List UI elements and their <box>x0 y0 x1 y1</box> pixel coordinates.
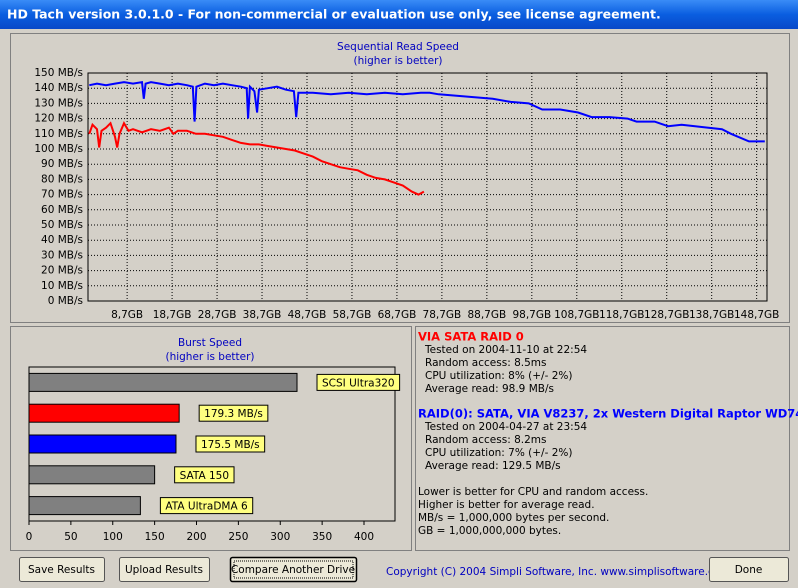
bar <box>28 403 180 423</box>
bar-label: 179.3 MB/s <box>204 408 263 420</box>
x-tick-label: 138,7GB <box>689 309 734 321</box>
y-tick-label: 0 MB/s <box>48 295 83 307</box>
x-tick-label: 68,7GB <box>378 309 417 321</box>
button-label[interactable]: Done <box>735 564 763 576</box>
button-label[interactable]: Compare Another Drive <box>231 564 355 576</box>
drive-name: RAID(0): SATA, VIA V8237, 2x Western Dig… <box>418 407 798 421</box>
series-line <box>88 120 425 196</box>
bar <box>28 372 298 392</box>
bar-label: SCSI Ultra320 <box>322 377 395 389</box>
x-tick-label: 200 <box>186 531 206 543</box>
test-detail: CPU utilization: 8% (+/- 2%) <box>425 370 572 382</box>
x-tick-label: 48,7GB <box>288 309 327 321</box>
bar-label-box <box>195 435 266 453</box>
y-tick-label: 30 MB/s <box>41 249 83 261</box>
test-detail: Average read: 98.9 MB/s <box>425 383 554 395</box>
series-line <box>89 80 765 143</box>
x-tick-label: 88,7GB <box>467 309 506 321</box>
test-detail: Random access: 8.5ms <box>425 357 546 369</box>
button[interactable] <box>19 557 105 582</box>
x-tick-label: 78,7GB <box>423 309 462 321</box>
x-tick-label: 350 <box>312 531 332 543</box>
plot-area <box>87 72 768 302</box>
x-tick-label: 38,7GB <box>243 309 282 321</box>
y-tick-label: 80 MB/s <box>41 173 83 185</box>
bar <box>28 496 141 516</box>
bar-label: ATA UltraDMA 6 <box>165 501 248 513</box>
note: GB = 1,000,000,000 bytes. <box>418 525 561 537</box>
button-label[interactable]: Upload Results <box>125 564 203 576</box>
y-tick-label: 70 MB/s <box>41 189 83 201</box>
button[interactable] <box>709 557 789 582</box>
y-tick-label: 40 MB/s <box>41 234 83 246</box>
x-tick-label: 58,7GB <box>333 309 372 321</box>
bar-label-box <box>316 373 401 391</box>
y-tick-label: 100 MB/s <box>34 143 83 155</box>
y-tick-label: 10 MB/s <box>41 280 83 292</box>
title-bar <box>0 0 798 29</box>
x-tick-label: 128,7GB <box>644 309 689 321</box>
copyright: Copyright (C) 2004 Simpli Software, Inc.… <box>386 566 730 578</box>
x-tick-label: 108,7GB <box>554 309 599 321</box>
x-tick-label: 118,7GB <box>599 309 644 321</box>
chart-subtitle: (higher is better) <box>165 351 254 363</box>
bar-label-box <box>198 404 269 422</box>
test-detail: Average read: 129.5 MB/s <box>425 460 561 472</box>
note: Lower is better for CPU and random acces… <box>418 486 648 498</box>
y-tick-label: 60 MB/s <box>41 204 83 216</box>
bar-label-box <box>174 466 235 484</box>
y-tick-label: 90 MB/s <box>41 158 83 170</box>
x-tick-label: 400 <box>354 531 374 543</box>
y-tick-label: 130 MB/s <box>34 97 83 109</box>
y-tick-label: 50 MB/s <box>41 219 83 231</box>
bar-label: SATA 150 <box>180 470 229 482</box>
y-tick-label: 110 MB/s <box>34 128 83 140</box>
bar-label: 175.5 MB/s <box>201 439 260 451</box>
test-detail: Tested on 2004-11-10 at 22:54 <box>424 344 587 356</box>
note: MB/s = 1,000,000 bytes per second. <box>418 512 609 524</box>
window-title: HD Tach version 3.0.1.0 - For non-commer… <box>7 7 661 22</box>
x-tick-label: 98,7GB <box>512 309 551 321</box>
button[interactable] <box>229 556 358 583</box>
button-label[interactable]: Save Results <box>28 564 95 576</box>
x-tick-label: 100 <box>103 531 123 543</box>
test-detail: Random access: 8.2ms <box>425 434 546 446</box>
chart-subtitle: (higher is better) <box>353 55 442 67</box>
bar-label-box <box>159 497 254 515</box>
bar <box>28 465 156 485</box>
test-detail: Tested on 2004-04-27 at 23:54 <box>424 421 587 433</box>
bar <box>28 434 177 454</box>
x-tick-label: 300 <box>270 531 290 543</box>
chart-title: Sequential Read Speed <box>337 41 459 53</box>
x-tick-label: 18,7GB <box>153 309 192 321</box>
info-panel <box>415 326 790 551</box>
test-detail: CPU utilization: 7% (+/- 2%) <box>425 447 572 459</box>
y-tick-label: 140 MB/s <box>34 82 83 94</box>
x-tick-label: 150 <box>145 531 165 543</box>
x-tick-label: 8,7GB <box>111 309 143 321</box>
button[interactable] <box>119 557 210 582</box>
chart-title: Burst Speed <box>178 337 242 349</box>
y-tick-label: 120 MB/s <box>34 113 83 125</box>
x-tick-label: 50 <box>64 531 77 543</box>
y-tick-label: 150 MB/s <box>34 67 83 79</box>
drive-name: VIA SATA RAID 0 <box>418 330 524 344</box>
y-tick-label: 20 MB/s <box>41 265 83 277</box>
x-tick-label: 0 <box>26 531 33 543</box>
note: Higher is better for average read. <box>418 499 595 511</box>
x-tick-label: 28,7GB <box>198 309 237 321</box>
x-tick-label: 148,7GB <box>734 309 779 321</box>
x-tick-label: 250 <box>228 531 248 543</box>
